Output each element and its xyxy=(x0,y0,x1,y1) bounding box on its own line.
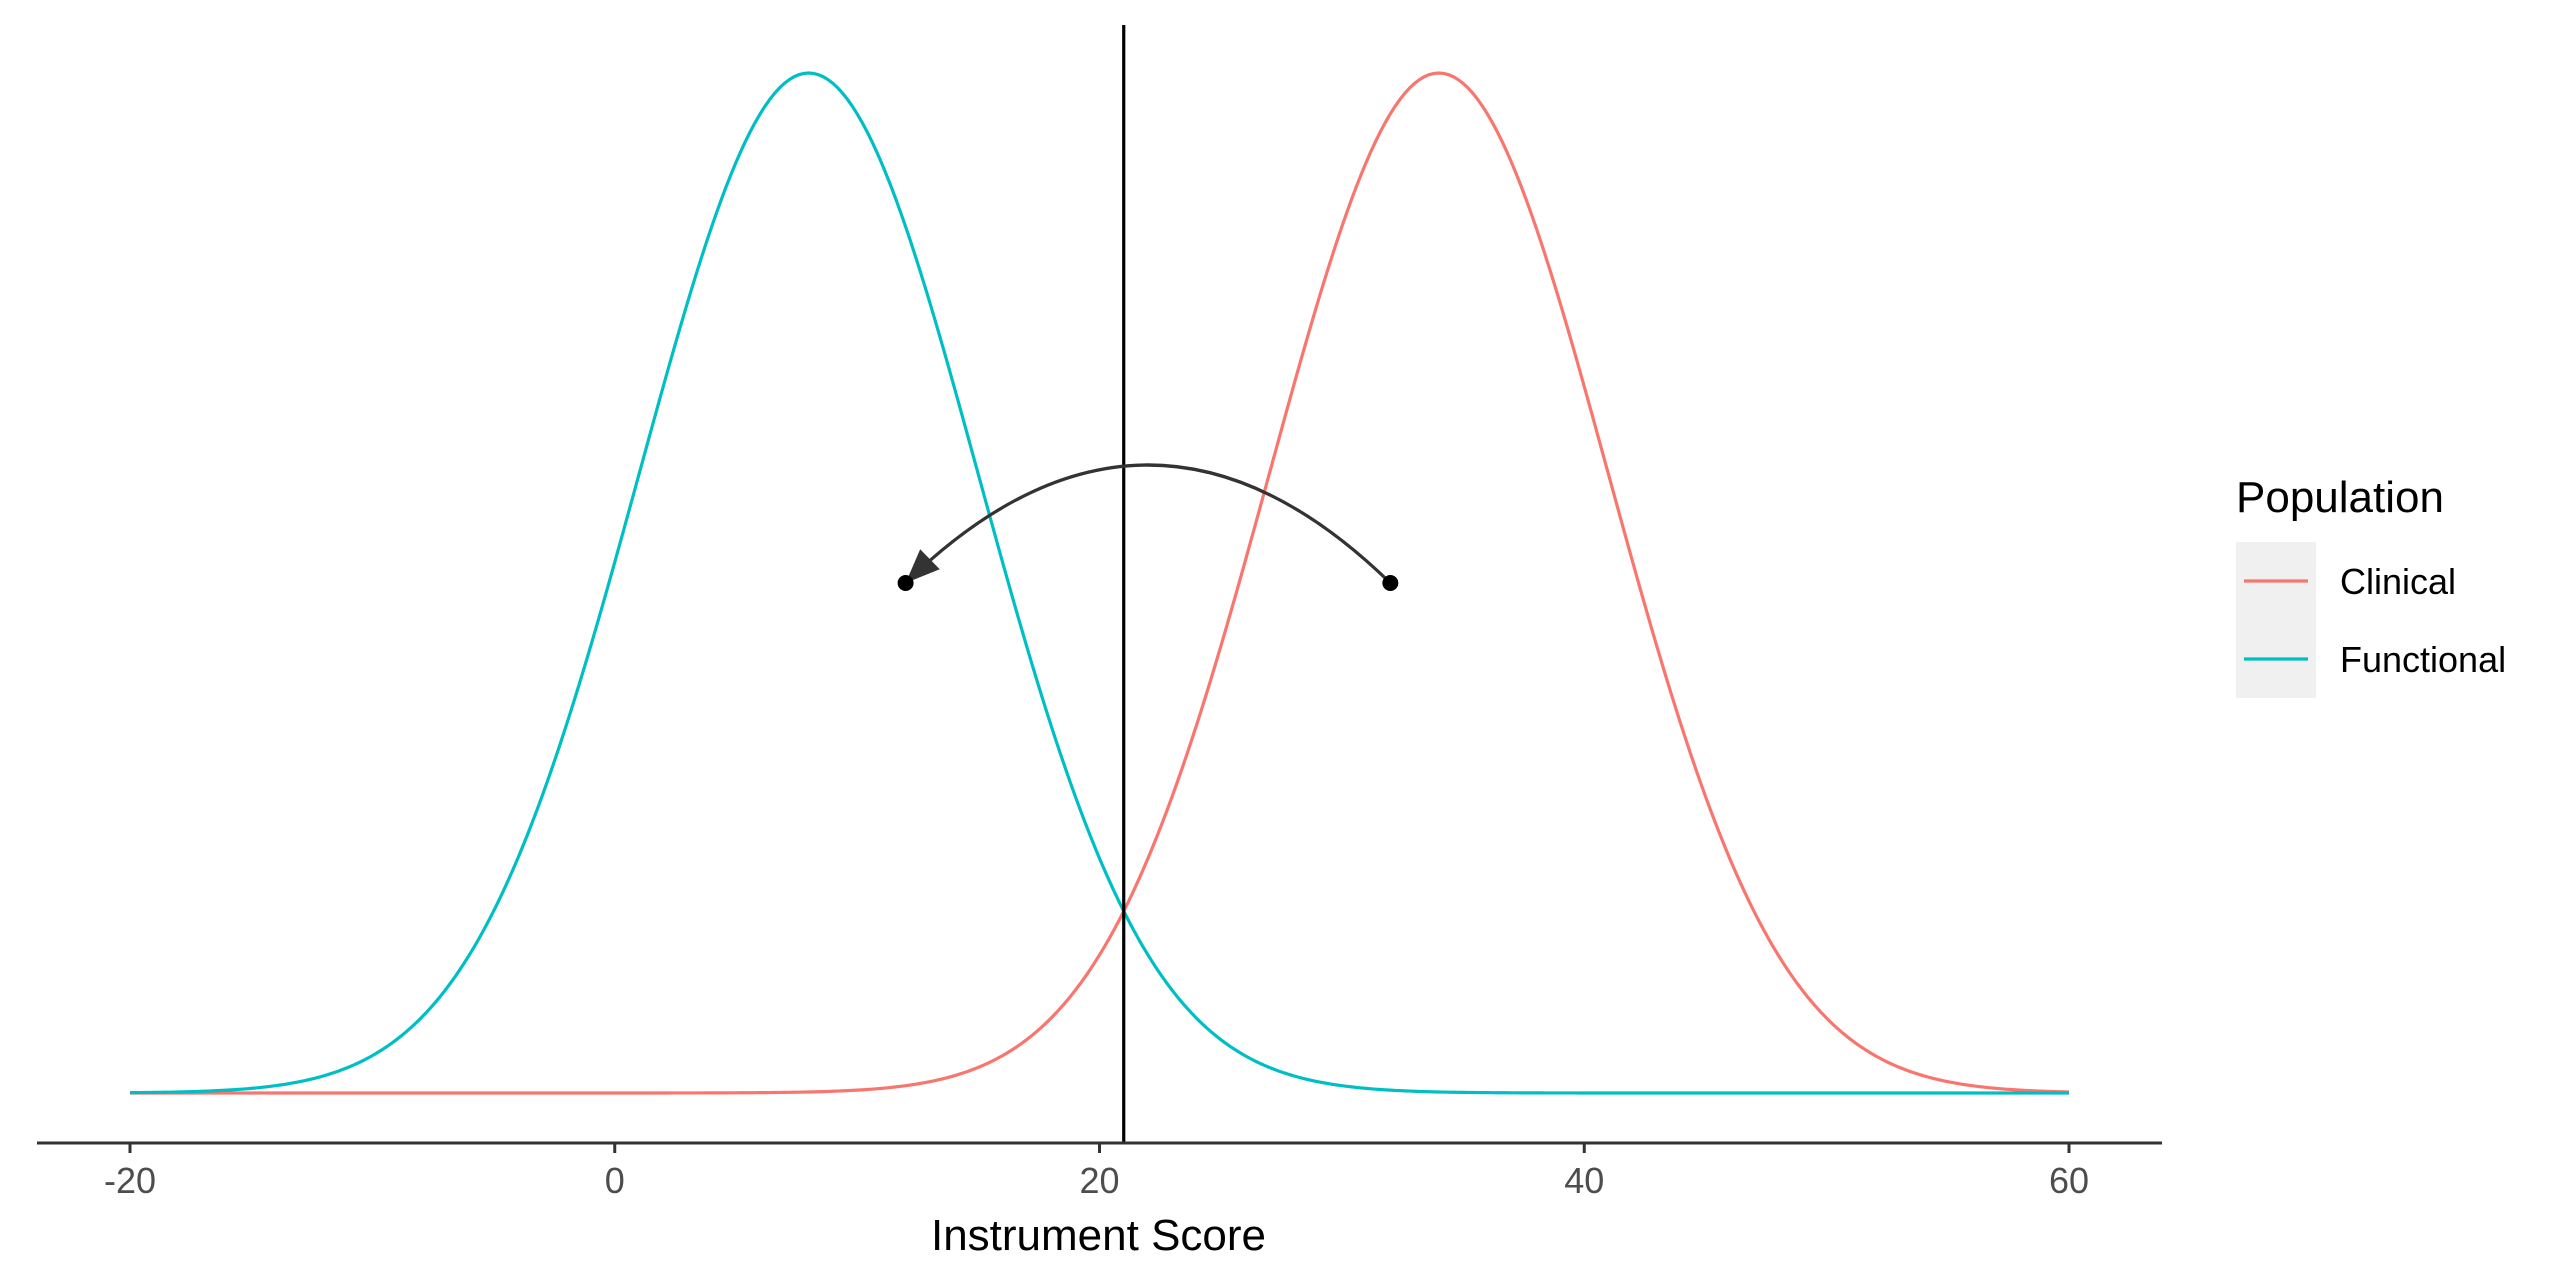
x-tick-label: 20 xyxy=(1079,1160,1119,1201)
legend-label-clinical: Clinical xyxy=(2340,561,2456,602)
x-axis-title: Instrument Score xyxy=(931,1211,1266,1260)
arrow-start-point xyxy=(1382,575,1399,591)
x-tick-label: 0 xyxy=(605,1160,625,1201)
plot-area xyxy=(129,25,2070,1143)
x-axis: -20 0 20 40 60 xyxy=(37,1141,2162,1201)
annotation-arrow xyxy=(904,463,1392,585)
legend: Population Clinical Functional xyxy=(2236,473,2506,698)
legend-label-functional: Functional xyxy=(2340,639,2506,680)
series-line-clinical xyxy=(130,71,2070,1095)
x-tick-label: 40 xyxy=(1564,1160,1604,1201)
series-line-functional xyxy=(129,71,2069,1095)
x-tick-label: 60 xyxy=(2049,1160,2089,1201)
legend-key-background xyxy=(2236,542,2316,698)
x-tick-label: -20 xyxy=(104,1160,156,1201)
arrow-end-point xyxy=(897,575,914,591)
legend-title: Population xyxy=(2236,473,2444,522)
arrow-head xyxy=(905,549,940,583)
